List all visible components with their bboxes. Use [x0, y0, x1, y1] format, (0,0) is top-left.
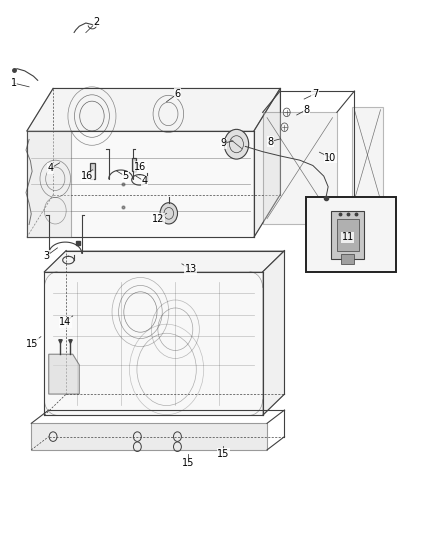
Polygon shape [44, 251, 285, 272]
Text: 14: 14 [59, 317, 71, 327]
Polygon shape [31, 423, 267, 450]
Text: 11: 11 [342, 232, 354, 243]
Polygon shape [27, 131, 254, 237]
Text: 15: 15 [182, 458, 194, 468]
Text: 6: 6 [174, 88, 180, 99]
Text: 1: 1 [11, 78, 17, 88]
Text: 4: 4 [142, 176, 148, 187]
Polygon shape [49, 354, 79, 394]
Text: 10: 10 [324, 152, 336, 163]
Polygon shape [352, 107, 383, 203]
Text: 4: 4 [48, 163, 54, 173]
Polygon shape [263, 251, 285, 415]
Bar [331, 211, 364, 259]
Polygon shape [27, 88, 280, 131]
Text: 3: 3 [43, 251, 49, 261]
Text: 8: 8 [303, 104, 309, 115]
Text: 16: 16 [81, 171, 93, 181]
Text: 2: 2 [94, 17, 100, 27]
Polygon shape [263, 112, 337, 224]
Polygon shape [254, 88, 280, 237]
Circle shape [224, 130, 249, 159]
Text: 15: 15 [26, 338, 38, 349]
Text: 7: 7 [312, 88, 318, 99]
Text: 16: 16 [134, 161, 147, 172]
Text: 5: 5 [122, 171, 128, 181]
Text: 9: 9 [220, 138, 226, 148]
Text: 8: 8 [268, 136, 274, 147]
Bar [337, 219, 359, 251]
Text: 13: 13 [184, 264, 197, 274]
Text: 15: 15 [217, 449, 230, 458]
Polygon shape [27, 131, 71, 237]
Circle shape [160, 203, 177, 224]
Bar [132, 158, 136, 171]
Polygon shape [44, 272, 263, 415]
Text: 12: 12 [152, 214, 164, 224]
Bar [90, 163, 95, 179]
Bar [306, 197, 396, 272]
Bar [341, 254, 354, 264]
